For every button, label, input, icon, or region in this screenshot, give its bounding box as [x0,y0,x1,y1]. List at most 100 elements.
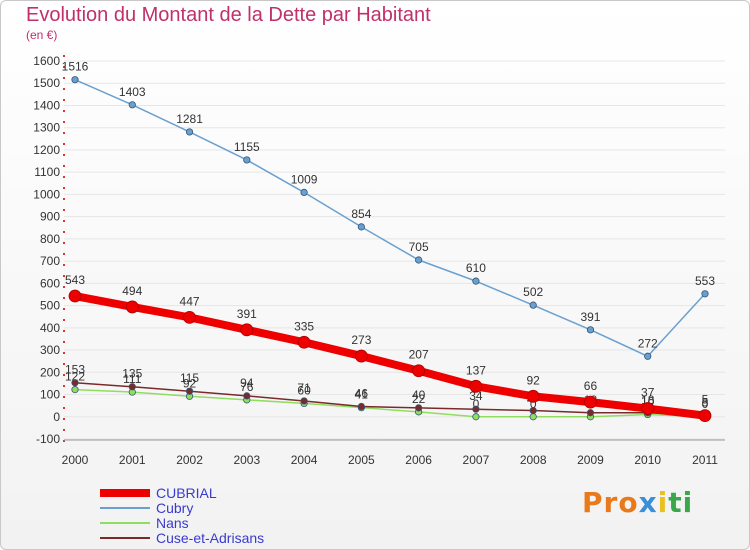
x-tick-label: 2008 [520,453,547,467]
data-label: 41 [355,388,369,402]
data-label: 60 [297,383,311,397]
data-point [183,310,196,324]
y-tick-label: 1100 [34,165,60,179]
data-label: 854 [351,207,371,221]
data-point [586,326,595,334]
data-label: 153 [65,363,85,377]
x-tick-label: 2011 [692,453,718,467]
data-point [412,364,426,378]
data-label: 207 [409,348,429,362]
data-label: 111 [123,372,142,386]
x-tick-label: 2006 [405,453,432,467]
y-tick-label: 600 [40,276,60,290]
x-tick-label: 2009 [577,453,604,467]
data-point [529,413,537,421]
y-tick-label: 1300 [33,121,60,135]
legend-label-cubrial: CUBRIAL [156,484,217,501]
proxiti-logo: Proxiti [582,486,694,519]
data-point [185,387,194,395]
x-tick-label: 2002 [176,453,203,467]
data-label: 391 [237,307,257,321]
data-point [526,389,540,403]
data-label: 705 [409,240,429,254]
data-label: 502 [523,285,543,299]
y-tick-label: 500 [40,299,60,313]
data-label: 553 [695,274,715,288]
data-label: 122 [65,370,85,384]
series-line-cuse-et-adrisans [74,381,706,417]
y-tick-label: 1200 [33,143,60,157]
legend-label-cubry: Cubry [156,499,194,516]
data-point [701,290,709,298]
legend-swatch-cubry [100,506,150,509]
data-point [641,402,655,415]
data-label: 115 [180,371,199,385]
legend-swatch-cubrial [100,488,150,497]
data-point [415,256,423,264]
data-label: 37 [641,386,655,400]
legend-label-nans: Nans [156,514,189,531]
y-tick-label: 700 [40,254,60,268]
data-label: 0 [702,397,709,411]
legend-label-cuse: Cuse-et-Adrisans [156,529,265,546]
y-tick-label: 300 [40,343,60,357]
data-label: 1009 [291,172,318,186]
data-point [300,188,308,197]
data-point [71,379,79,387]
data-point [240,323,254,337]
data-label: 92 [183,376,197,390]
data-label: 22 [412,392,426,406]
y-tick-label: 1400 [33,98,60,112]
data-point [472,277,480,285]
chart-subtitle: (en €) [26,28,58,42]
data-label: 391 [580,310,600,324]
data-label: 40 [412,388,426,402]
x-tick-label: 2010 [634,453,661,467]
y-tick-label: 1500 [33,76,60,90]
x-tick-label: 2003 [233,453,260,467]
data-label: 272 [638,336,658,350]
data-point [71,386,79,394]
legend-item-nans: Nans [100,514,264,531]
data-label: 94 [240,376,254,390]
x-tick-label: 2007 [463,453,490,467]
data-point [357,402,365,411]
data-label: 494 [122,284,142,298]
data-point [644,352,652,360]
data-point [472,413,480,421]
x-tick-label: 2001 [119,453,146,467]
data-point [128,101,136,109]
data-label: 46 [355,387,369,401]
y-tick-label: 800 [40,232,60,246]
data-label: 1155 [234,140,260,154]
data-point [354,349,368,363]
data-point [243,156,251,164]
data-point [71,76,79,84]
data-point [185,128,194,136]
data-point [469,379,483,393]
data-label: 1403 [119,85,146,99]
data-label: 135 [122,367,142,381]
data-label: 273 [351,333,371,347]
legend-item-cubry: Cubry [100,499,264,516]
legend-item-cuse: Cuse-et-Adrisans [100,529,265,546]
x-tick-label: 2004 [291,453,318,467]
data-label: 335 [294,319,314,333]
data-label: 71 [297,381,311,395]
data-label: 0 [473,397,480,411]
data-label: 137 [466,363,486,377]
data-point [357,223,365,231]
y-tick-label: 100 [40,388,60,402]
series-line-nans [74,388,706,418]
data-point [529,301,537,309]
y-tick-label: 0 [53,410,60,424]
y-tick-label: 1000 [33,187,60,201]
legend: CUBRIAL Cubry Nans Cuse-et-Adrisans [100,484,265,546]
y-tick-label: 200 [40,365,60,379]
legend-item-cubrial: CUBRIAL [100,484,264,501]
data-point [128,383,136,391]
legend-swatch-cuse [100,536,150,539]
data-point [415,404,423,412]
data-label: 92 [527,373,541,387]
